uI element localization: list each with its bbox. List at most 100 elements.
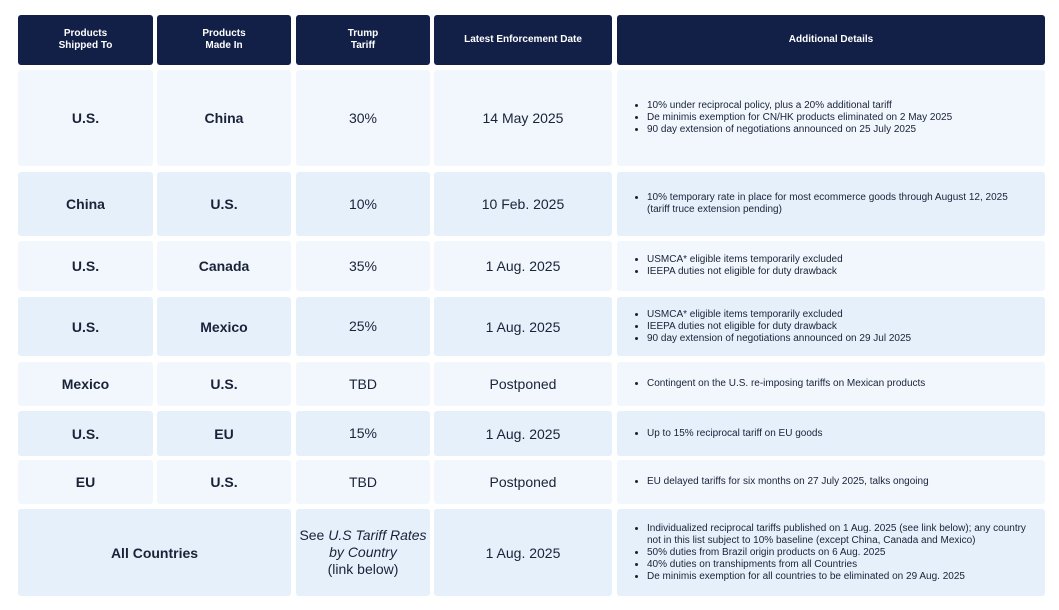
- header-text: Trump: [347, 28, 379, 39]
- header-text: Additional Details: [788, 34, 874, 45]
- date: 1 Aug. 2025: [485, 425, 561, 442]
- details-list: 10% temporary rate in place for most eco…: [631, 192, 1033, 216]
- made-in: Canada: [198, 258, 250, 274]
- details-cell: 10% under reciprocal policy, plus a 20% …: [617, 70, 1045, 166]
- details-list: EU delayed tariffs for six months on 27 …: [631, 476, 929, 488]
- details-cell: 10% temporary rate in place for most eco…: [617, 172, 1045, 236]
- details-list: Contingent on the U.S. re-imposing tarif…: [631, 378, 925, 390]
- shipped-to-cell: Mexico: [18, 362, 153, 406]
- details-list: USMCA* eligible items temporarily exclud…: [631, 254, 843, 278]
- date-cell: 10 Feb. 2025: [434, 172, 612, 236]
- details-cell: EU delayed tariffs for six months on 27 …: [617, 460, 1045, 504]
- shipped-to: U.S.: [71, 258, 100, 274]
- details-cell: USMCA* eligible items temporarily exclud…: [617, 297, 1045, 356]
- detail-item: 90 day extension of negotiations announc…: [647, 124, 952, 136]
- region: All Countries: [110, 544, 199, 561]
- detail-item: USMCA* eligible items temporarily exclud…: [647, 254, 843, 266]
- tariff: 15%: [348, 425, 378, 441]
- made-in-cell: EU: [157, 411, 291, 456]
- made-in-cell: U.S.: [157, 460, 291, 504]
- detail-item: 40% duties on transhipments from all Cou…: [647, 559, 1033, 571]
- date-cell: 14 May 2025: [434, 70, 612, 166]
- shipped-to-cell: China: [18, 172, 153, 236]
- made-in-cell: China: [157, 70, 291, 166]
- made-in-cell: U.S.: [157, 172, 291, 236]
- detail-item: 90 day extension of negotiations announc…: [647, 333, 911, 345]
- tariff-cell: 25%: [296, 297, 430, 356]
- detail-item: De minimis exemption for all countries t…: [647, 571, 1033, 583]
- tariff-link[interactable]: U.S Tariff Rates by Country: [328, 527, 427, 560]
- tariff-cell: TBD: [296, 460, 430, 504]
- header-cell: Products Shipped To: [18, 15, 153, 65]
- detail-item: EU delayed tariffs for six months on 27 …: [647, 476, 929, 488]
- date-cell: 1 Aug. 2025: [434, 241, 612, 291]
- date: 10 Feb. 2025: [481, 196, 565, 212]
- date-cell: 1 Aug. 2025: [434, 411, 612, 456]
- date: 1 Aug. 2025: [485, 318, 561, 335]
- details-cell: Up to 15% reciprocal tariff on EU goods: [617, 411, 1045, 456]
- shipped-to: China: [66, 196, 105, 212]
- made-in: EU: [214, 425, 234, 442]
- date: Postponed: [489, 376, 557, 392]
- detail-item: IEEPA duties not eligible for duty drawb…: [647, 266, 843, 278]
- details-cell: Contingent on the U.S. re-imposing tarif…: [617, 362, 1045, 406]
- detail-item: IEEPA duties not eligible for duty drawb…: [647, 321, 911, 333]
- made-in: U.S.: [210, 474, 238, 490]
- shipped-to: U.S.: [71, 425, 100, 442]
- detail-item: De minimis exemption for CN/HK products …: [647, 112, 952, 124]
- tariff-cell: TBD: [296, 362, 430, 406]
- header-text: Products: [63, 28, 108, 39]
- header-text: Products: [202, 28, 246, 39]
- detail-item: 50% duties from Brazil origin products o…: [647, 547, 1033, 559]
- made-in: China: [204, 110, 244, 126]
- tariff: TBD: [349, 375, 377, 392]
- shipped-to-cell: EU: [18, 460, 153, 504]
- header-text: Shipped To: [58, 40, 113, 51]
- tariff-cell: 30%: [296, 70, 430, 166]
- tariff-cell: 35%: [296, 241, 430, 291]
- details-list: Individualized reciprocal tariffs publis…: [631, 523, 1033, 583]
- details-list: Up to 15% reciprocal tariff on EU goods: [631, 428, 822, 440]
- header-cell: Latest Enforcement Date: [434, 15, 612, 65]
- header-cell: Trump Tariff: [296, 15, 430, 65]
- details-list: USMCA* eligible items temporarily exclud…: [631, 309, 911, 345]
- detail-item: USMCA* eligible items temporarily exclud…: [647, 309, 911, 321]
- header-cell: Additional Details: [617, 15, 1045, 65]
- detail-item: Contingent on the U.S. re-imposing tarif…: [647, 378, 925, 390]
- region-cell: All Countries: [18, 509, 291, 596]
- tariff-cell: See U.S Tariff Rates by Country (link bel…: [296, 509, 430, 596]
- date: Postponed: [489, 474, 557, 490]
- date-cell: 1 Aug. 2025: [434, 297, 612, 356]
- tariff: TBD: [349, 473, 377, 490]
- tariff-cell: 10%: [296, 172, 430, 236]
- detail-item: 10% under reciprocal policy, plus a 20% …: [647, 100, 952, 112]
- shipped-to-cell: U.S.: [18, 70, 153, 166]
- shipped-to-cell: U.S.: [18, 297, 153, 356]
- shipped-to-cell: U.S.: [18, 241, 153, 291]
- date-cell: Postponed: [434, 460, 612, 504]
- shipped-to: U.S.: [71, 318, 100, 335]
- date: 14 May 2025: [482, 110, 564, 126]
- date-cell: 1 Aug. 2025: [434, 509, 612, 596]
- date-cell: Postponed: [434, 362, 612, 406]
- tariff: 10%: [348, 195, 378, 212]
- shipped-to: Mexico: [61, 376, 110, 392]
- shipped-to-cell: U.S.: [18, 411, 153, 456]
- header-text: Made In: [205, 40, 243, 51]
- shipped-to: U.S.: [71, 110, 100, 126]
- made-in: U.S.: [210, 196, 238, 212]
- made-in-cell: Mexico: [157, 297, 291, 356]
- header-cell: Products Made In: [157, 15, 291, 65]
- details-list: 10% under reciprocal policy, plus a 20% …: [631, 100, 952, 136]
- made-in-cell: U.S.: [157, 362, 291, 406]
- tariff-prefix: See: [299, 527, 325, 543]
- made-in: U.S.: [210, 376, 238, 392]
- detail-item: 10% temporary rate in place for most eco…: [647, 192, 1033, 216]
- detail-item: Up to 15% reciprocal tariff on EU goods: [647, 428, 822, 440]
- details-cell: Individualized reciprocal tariffs publis…: [617, 509, 1045, 596]
- date: 1 Aug. 2025: [485, 544, 561, 561]
- tariff-suffix: (link below): [327, 561, 399, 577]
- tariff: 25%: [348, 318, 378, 334]
- made-in: Mexico: [200, 318, 248, 335]
